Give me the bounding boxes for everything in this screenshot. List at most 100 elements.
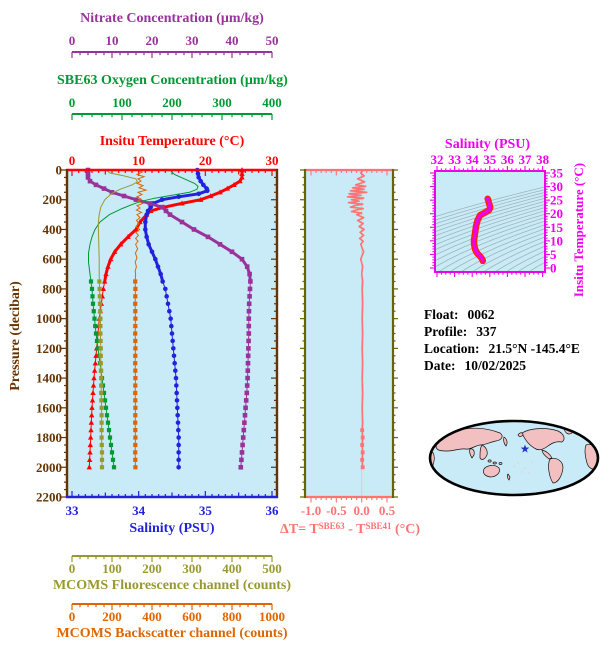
svg-text:200: 200 [162,95,182,110]
svg-text:600: 600 [182,609,202,624]
svg-text:30: 30 [550,179,563,194]
svg-text:0: 0 [69,561,76,576]
pressure-axis-title: Pressure (decibar) [8,281,23,391]
delta-t-label-sup2: SBE41 [365,521,392,531]
location-line: Location: 21.5°N -145.4°E [424,340,580,357]
svg-text:10: 10 [106,33,119,48]
svg-text:100: 100 [112,95,132,110]
svg-text:400: 400 [43,222,63,237]
svg-text:600: 600 [43,252,63,267]
svg-text:36: 36 [501,152,515,167]
delta-t-label-prefix: ΔT= T [279,522,319,537]
svg-text:0: 0 [69,95,76,110]
delta-t-label-suffix: (°C) [391,522,420,537]
ts-temperature-axis-title: Insitu Temperature (°C) [571,162,586,298]
svg-text:1000: 1000 [259,609,285,624]
profile-line: Profile: 337 [424,323,580,340]
world-map [428,419,600,497]
svg-text:400: 400 [142,609,162,624]
float-value: 0062 [467,307,495,322]
svg-text:35: 35 [550,166,564,181]
svg-text:-0.5: -0.5 [326,503,347,518]
location-label: Location: [424,341,480,356]
float-info-block: Float: 0062 Profile: 337 Location: 21.5°N -… [424,306,580,374]
svg-text:0.0: 0.0 [354,503,370,518]
salinity-profile [143,167,210,470]
svg-text:37: 37 [519,152,533,167]
mcoms-backscatter-profile [133,169,148,470]
mcoms-scale-bar: 0 100 200 300 400 500 [69,555,282,576]
svg-text:1600: 1600 [36,400,62,415]
profile-panel [61,167,279,499]
sbe63-scale-bar: 0 100 200 300 400 [69,95,282,120]
oxygen-axis-title: SBE63 Oxygen Concentration (μm/kg) [57,73,288,88]
svg-text:0: 0 [69,33,76,48]
svg-text:0: 0 [550,261,557,276]
svg-text:35: 35 [199,503,213,518]
svg-text:20: 20 [146,33,159,48]
svg-text:32: 32 [431,152,444,167]
nitrate-axis-title: Nitrate Concentration (μm/kg) [80,11,264,26]
svg-text:35: 35 [483,152,497,167]
svg-text:50: 50 [266,33,279,48]
svg-text:1200: 1200 [36,341,62,356]
delta-t-axis-title: ΔT= TSBE63 - TSBE41 (°C) [272,521,428,538]
svg-text:5: 5 [550,247,557,262]
mcoms-scale-bar: 0 200 400 600 800 1000 [69,603,285,624]
svg-text:100: 100 [102,561,122,576]
float-location-star [520,444,530,453]
svg-text:-1.0: -1.0 [301,503,322,518]
svg-text:200: 200 [102,609,122,624]
ts-salinity-axis-title: Salinity (PSU) [444,137,531,152]
svg-text:300: 300 [182,561,202,576]
svg-text:200: 200 [43,192,63,207]
salinity-axis-title: Salinity (PSU) [129,521,215,536]
svg-text:20: 20 [550,206,563,221]
svg-text:1400: 1400 [36,371,62,386]
temperature-axis-title: Insitu Temperature (°C) [99,134,245,149]
svg-text:36: 36 [266,503,280,518]
svg-text:2000: 2000 [36,460,62,475]
delta-t-label-sup1: SBE63 [318,521,345,531]
backscatter-axis-title: MCOMS Backscatter channel (counts) [56,626,288,641]
svg-text:800: 800 [43,281,63,296]
svg-text:300: 300 [212,95,232,110]
insitu-temperature-profile [86,167,245,470]
svg-text:0: 0 [69,153,76,168]
svg-text:200: 200 [142,561,162,576]
svg-text:34: 34 [466,152,480,167]
delta-t-panel: -1.0 -0.5 0.0 0.5 [300,168,398,518]
nitrate-scale-bar: 0 10 20 30 40 50 [69,33,279,58]
svg-text:30: 30 [186,33,199,48]
svg-text:15: 15 [550,220,564,235]
svg-text:400: 400 [262,95,282,110]
svg-text:34: 34 [132,503,146,518]
svg-text:1800: 1800 [36,430,62,445]
delta-t-label-mid: - T [344,522,366,537]
date-line: Date: 10/02/2025 [424,357,580,374]
nitrate-profile [85,167,253,470]
profile-axis-labels: 0 200 400 600 800 1000 1200 1400 1600 1800 2000 220… [36,153,279,518]
location-value: 21.5°N -145.4°E [488,341,580,356]
svg-text:10: 10 [550,233,563,248]
mcoms-fluorescence-profile [97,169,138,470]
svg-text:400: 400 [222,561,242,576]
svg-text:0: 0 [56,163,63,178]
map-outline [428,419,600,497]
svg-text:30: 30 [266,153,279,168]
fluorescence-axis-title: MCOMS Fluorescence channel (counts) [52,578,292,593]
svg-text:33: 33 [66,503,80,518]
date-value: 10/02/2025 [464,358,526,373]
svg-text:0.5: 0.5 [379,503,396,518]
svg-text:500: 500 [262,561,282,576]
svg-text:1000: 1000 [36,311,62,326]
svg-text:38: 38 [536,152,550,167]
profile-label: Profile: [424,324,468,339]
svg-text:0: 0 [69,609,76,624]
svg-text:2200: 2200 [36,490,62,505]
profile-value: 337 [476,324,497,339]
date-label: Date: [424,358,456,373]
